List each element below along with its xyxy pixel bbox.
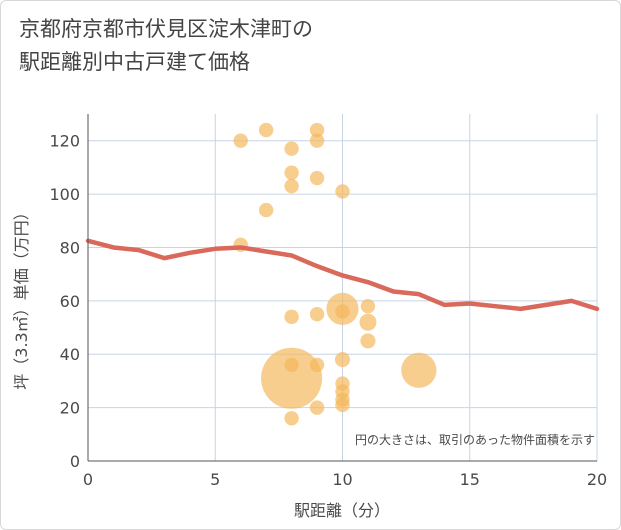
axes: 0 5 10 15 20 0 20 40 60 80 100 120 (49, 114, 607, 489)
data-bubble (309, 133, 325, 148)
data-bubble (360, 298, 376, 314)
y-axis-title: 坪（3.3㎡）単価（万円） (12, 204, 31, 389)
data-bubble (359, 313, 377, 331)
data-bubble (284, 165, 299, 180)
data-bubble (335, 397, 350, 413)
title-line-1: 京都府京都市伏見区淀木津町の (19, 17, 313, 41)
x-axis-title: 駅距離（分） (294, 501, 390, 520)
data-bubble (401, 352, 437, 388)
data-bubble (309, 400, 325, 415)
data-bubble (233, 133, 248, 148)
y-tick-label: 100 (49, 185, 80, 204)
bubble-layer (233, 122, 437, 426)
data-bubble (309, 170, 325, 186)
y-tick-label: 0 (70, 452, 80, 471)
data-bubble (309, 357, 325, 373)
y-tick-label: 60 (60, 292, 80, 311)
data-bubble (258, 202, 274, 218)
x-tick-label: 0 (83, 470, 93, 489)
y-tick-label: 120 (49, 132, 80, 151)
data-bubble (258, 122, 274, 138)
data-bubble (334, 352, 351, 368)
title-line-2: 駅距離別中古戸建て価格 (19, 50, 250, 74)
x-tick-label: 10 (332, 470, 352, 489)
x-tick-label: 5 (210, 470, 220, 489)
y-tick-label: 80 (60, 238, 80, 257)
trend-line (85, 238, 600, 312)
x-tick-label: 15 (460, 470, 480, 489)
data-bubble (284, 178, 299, 194)
data-bubble (261, 347, 323, 409)
y-tick-label: 40 (60, 345, 80, 364)
size-note: 円の大きさは、取引のあった物件面積を示す (355, 432, 595, 447)
data-bubble (284, 411, 299, 426)
y-tick-label: 20 (60, 399, 80, 418)
data-bubble (284, 141, 299, 156)
data-bubble (309, 306, 325, 322)
data-bubble (309, 122, 325, 138)
data-bubble (335, 304, 350, 319)
x-tick-label: 20 (587, 470, 607, 489)
trend-layer (85, 238, 600, 312)
data-bubble (360, 333, 376, 349)
chart-title: 京都府京都市伏見区淀木津町の 駅距離別中古戸建て価格 (19, 13, 313, 79)
data-bubble (284, 309, 299, 325)
data-bubble (335, 184, 350, 199)
